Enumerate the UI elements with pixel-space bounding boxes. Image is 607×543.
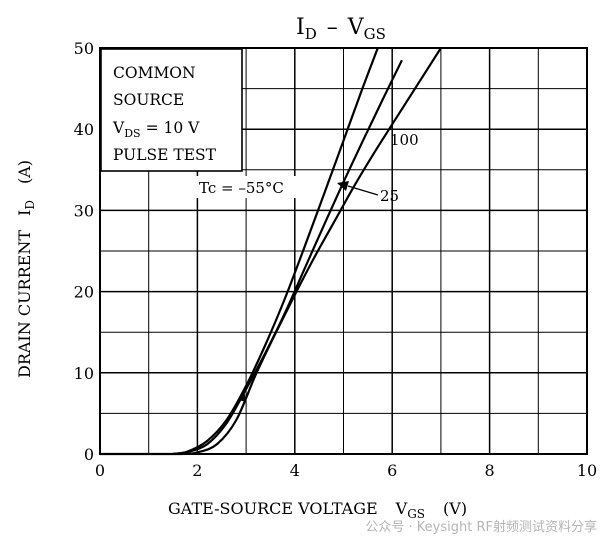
label-25: 25 <box>380 187 399 205</box>
label-100: 100 <box>390 131 419 149</box>
y-tick-label: 0 <box>84 445 94 464</box>
xlabel-unit: (V) <box>443 499 467 518</box>
series-curve-minus55 <box>172 48 379 454</box>
chart-title: ID – VGS <box>296 15 386 43</box>
ylabel-unit: (A) <box>15 160 34 184</box>
title-sep: – <box>327 15 338 40</box>
conditions-vds: V <box>112 119 125 137</box>
ylabel-main: DRAIN CURRENT <box>15 230 34 378</box>
crossing-marker <box>239 394 246 402</box>
ylabel-sub: D <box>23 200 37 210</box>
x-tick-label: 6 <box>387 461 397 480</box>
tc-label: Tc = –55°C <box>199 179 284 197</box>
ylabel-sym: I <box>15 210 34 216</box>
y-tick-label: 40 <box>74 120 94 139</box>
x-tick-label: 8 <box>485 461 495 480</box>
watermark: 公众号 · Keysight RF射频测试资料分享 <box>365 520 597 535</box>
y-tick-label: 30 <box>74 201 94 220</box>
conditions-vds-value: = 10 V <box>146 119 201 137</box>
xlabel-sym: V <box>395 499 408 518</box>
tc-label-bg <box>196 176 308 198</box>
y-tick-label: 20 <box>74 283 94 302</box>
conditions-box <box>100 48 243 172</box>
y-axis-label: DRAIN CURRENT ID (A) <box>15 160 37 378</box>
plot-frame <box>99 47 588 455</box>
conditions-line2: SOURCE <box>113 91 184 109</box>
series-curve-100 <box>182 48 442 454</box>
x-axis-label: GATE-SOURCE VOLTAGE VGS (V) <box>168 499 467 521</box>
x-tick-label: 10 <box>577 461 597 480</box>
conditions-vds-sub: DS <box>124 127 140 140</box>
curve-layer <box>100 48 442 456</box>
xlabel-sub: GS <box>407 507 425 521</box>
x-tick-label: 0 <box>95 461 105 480</box>
title-main: I <box>296 15 305 40</box>
conditions-line1: COMMON <box>113 64 196 82</box>
xlabel-main: GATE-SOURCE VOLTAGE <box>168 499 378 518</box>
title-main2: V <box>347 15 365 40</box>
y-tick-label: 50 <box>74 39 94 58</box>
title-sub2: GS <box>364 25 386 43</box>
conditions-line3: VDS = 10 V <box>112 119 200 140</box>
title-sub: D <box>305 25 317 43</box>
conditions-line4: PULSE TEST <box>113 146 217 164</box>
y-tick-label: 10 <box>74 364 94 383</box>
arrow-25-line <box>347 185 379 196</box>
x-tick-label: 4 <box>290 461 300 480</box>
arrow-25-head <box>337 181 349 191</box>
x-tick-label: 2 <box>192 461 202 480</box>
